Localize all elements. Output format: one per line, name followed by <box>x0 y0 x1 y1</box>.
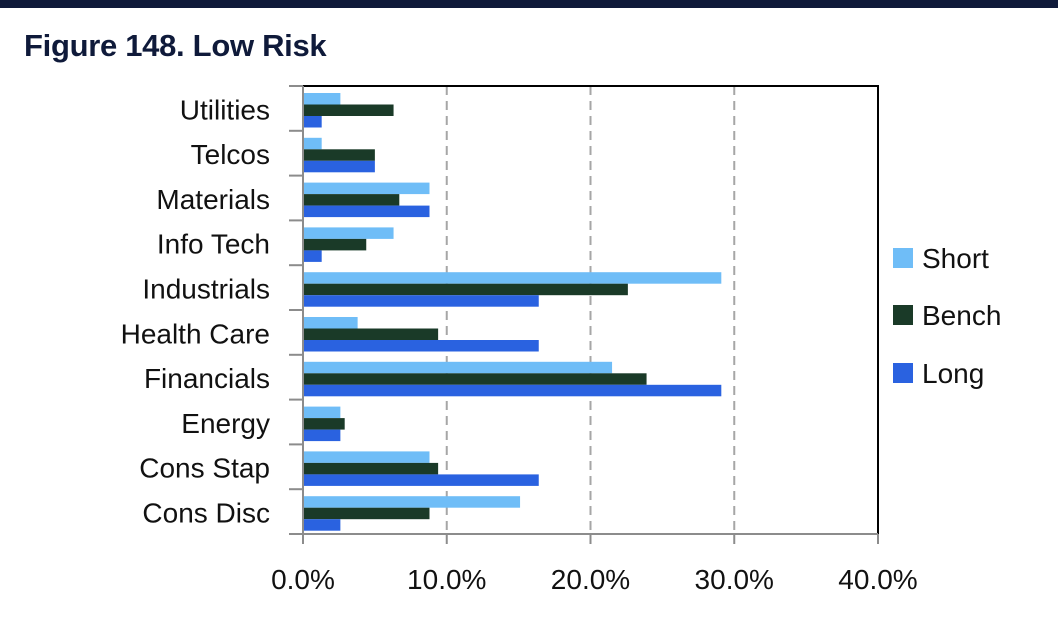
category-label-telcos: Telcos <box>191 139 270 170</box>
chart-title: Figure 148. Low Risk <box>24 28 327 63</box>
bar-short-industrials <box>303 272 722 284</box>
category-label-industrials: Industrials <box>142 273 270 304</box>
legend-swatch-bench <box>893 305 913 325</box>
bar-bench-energy <box>303 418 345 430</box>
category-label-materials: Materials <box>156 184 270 215</box>
bar-long-cons-stap <box>303 474 539 486</box>
bar-short-info-tech <box>303 227 394 239</box>
plot-frame <box>303 85 879 534</box>
bar-bench-utilities <box>303 104 394 116</box>
legend-swatch-long <box>893 363 913 383</box>
category-label-cons-stap: Cons Stap <box>139 453 270 484</box>
x-tick-label-20-0: 20.0% <box>551 564 630 595</box>
category-label-cons-disc: Cons Disc <box>142 497 270 528</box>
x-tick-labels: 0.0% 10.0% 20.0% 30.0% 40.0% <box>271 564 918 595</box>
axes <box>289 85 879 544</box>
legend: Short Bench Long <box>893 243 1001 389</box>
bar-long-cons-disc <box>303 519 341 531</box>
bar-bench-telcos <box>303 149 375 161</box>
bar-short-telcos <box>303 137 322 150</box>
grid-lines <box>445 86 736 534</box>
bar-short-utilities <box>303 93 341 105</box>
bar-bench-financials <box>303 373 647 385</box>
bar-long-telcos <box>303 160 375 173</box>
bar-bench-cons-disc <box>303 507 430 520</box>
category-label-utilities: Utilities <box>180 94 270 125</box>
top-rule <box>0 0 1058 8</box>
legend-label-bench: Bench <box>922 300 1001 331</box>
bar-long-financials <box>303 384 722 397</box>
bar-long-energy <box>303 429 341 442</box>
legend-label-long: Long <box>922 358 984 389</box>
bar-short-energy <box>303 406 341 419</box>
bar-short-financials <box>303 361 613 374</box>
bar-short-cons-stap <box>303 451 430 463</box>
bars <box>303 93 722 531</box>
bar-long-utilities <box>303 116 322 128</box>
category-label-energy: Energy <box>181 408 270 439</box>
bar-long-health-care <box>303 340 539 352</box>
bar-bench-materials <box>303 194 400 206</box>
legend-swatch-short <box>893 248 913 268</box>
bar-bench-health-care <box>303 328 439 340</box>
x-tick-label-0-0: 0.0% <box>271 564 335 595</box>
bar-short-health-care <box>303 317 358 329</box>
bar-long-materials <box>303 205 430 218</box>
bar-long-industrials <box>303 295 539 307</box>
x-tick-label-40-0: 40.0% <box>838 564 917 595</box>
category-labels: Utilities Telcos Materials Info Tech Industr… <box>121 94 270 528</box>
bar-bench-cons-stap <box>303 462 439 475</box>
bar-long-info-tech <box>303 250 322 262</box>
category-label-health-care: Health Care <box>121 318 270 349</box>
legend-label-short: Short <box>922 243 989 274</box>
bar-short-cons-disc <box>303 496 521 508</box>
bar-short-materials <box>303 182 430 195</box>
category-label-financials: Financials <box>144 363 270 394</box>
bar-bench-info-tech <box>303 238 367 251</box>
x-tick-label-30-0: 30.0% <box>695 564 774 595</box>
x-tick-label-10-0: 10.0% <box>407 564 486 595</box>
category-label-info-tech: Info Tech <box>157 229 270 260</box>
bar-bench-industrials <box>303 283 628 296</box>
